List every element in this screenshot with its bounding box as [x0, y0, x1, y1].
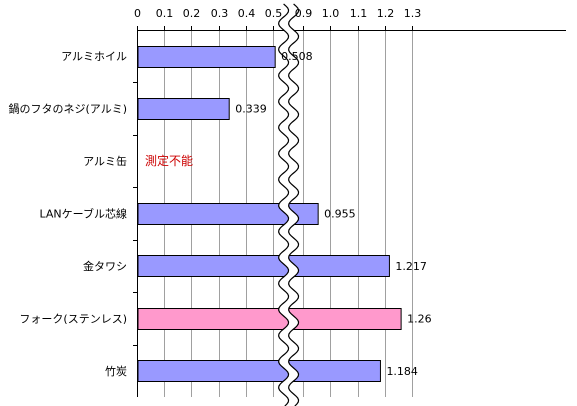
data-label: 1.217	[395, 260, 427, 273]
bar	[137, 308, 402, 330]
x-tick-label: 0.5	[265, 7, 283, 20]
axes	[133, 26, 566, 397]
data-label: 0.339	[235, 103, 267, 116]
axis-break	[278, 3, 300, 406]
category-label: フォーク(ステンレス)	[19, 312, 127, 325]
x-tick-label: 1.3	[404, 7, 422, 20]
labels: 0 0.1 0.2 0.3 0.4 0.5 0.9 1.0 1.1 1.2 1.3 アルミホイル 0.5…	[9, 7, 432, 378]
data-label: 1.26	[407, 312, 432, 325]
bar	[137, 360, 381, 382]
data-label: 0.955	[324, 208, 356, 221]
bar	[137, 255, 390, 277]
data-label: 1.184	[386, 365, 418, 378]
axis-break-line-right	[288, 3, 300, 406]
x-tick-label: 1.1	[350, 7, 368, 20]
category-label: アルミ缶	[83, 154, 127, 168]
category-label: LANケーブル芯線	[40, 207, 127, 221]
x-tick-label: 0.3	[211, 7, 229, 20]
axis-break-line-left	[278, 3, 290, 406]
bar	[137, 46, 276, 68]
x-tick-label: 0.9	[295, 7, 313, 20]
bar	[137, 98, 230, 120]
x-tick-label: 0.1	[156, 7, 174, 20]
bar	[137, 203, 319, 225]
x-tick-label: 0.4	[238, 7, 256, 20]
category-label: アルミホイル	[61, 50, 127, 63]
data-label: 0.508	[281, 50, 313, 63]
x-tick-label: 0	[134, 7, 141, 20]
not-measurable-label: 測定不能	[145, 153, 193, 168]
category-label: 金タワシ	[83, 259, 127, 273]
bars	[137, 46, 402, 382]
category-label: 鍋のフタのネジ(アルミ)	[9, 102, 127, 116]
category-label: 竹炭	[105, 364, 127, 378]
x-tick-label: 1.2	[377, 7, 395, 20]
x-tick-label: 1.0	[322, 7, 340, 20]
x-tick-label: 0.2	[183, 7, 201, 20]
